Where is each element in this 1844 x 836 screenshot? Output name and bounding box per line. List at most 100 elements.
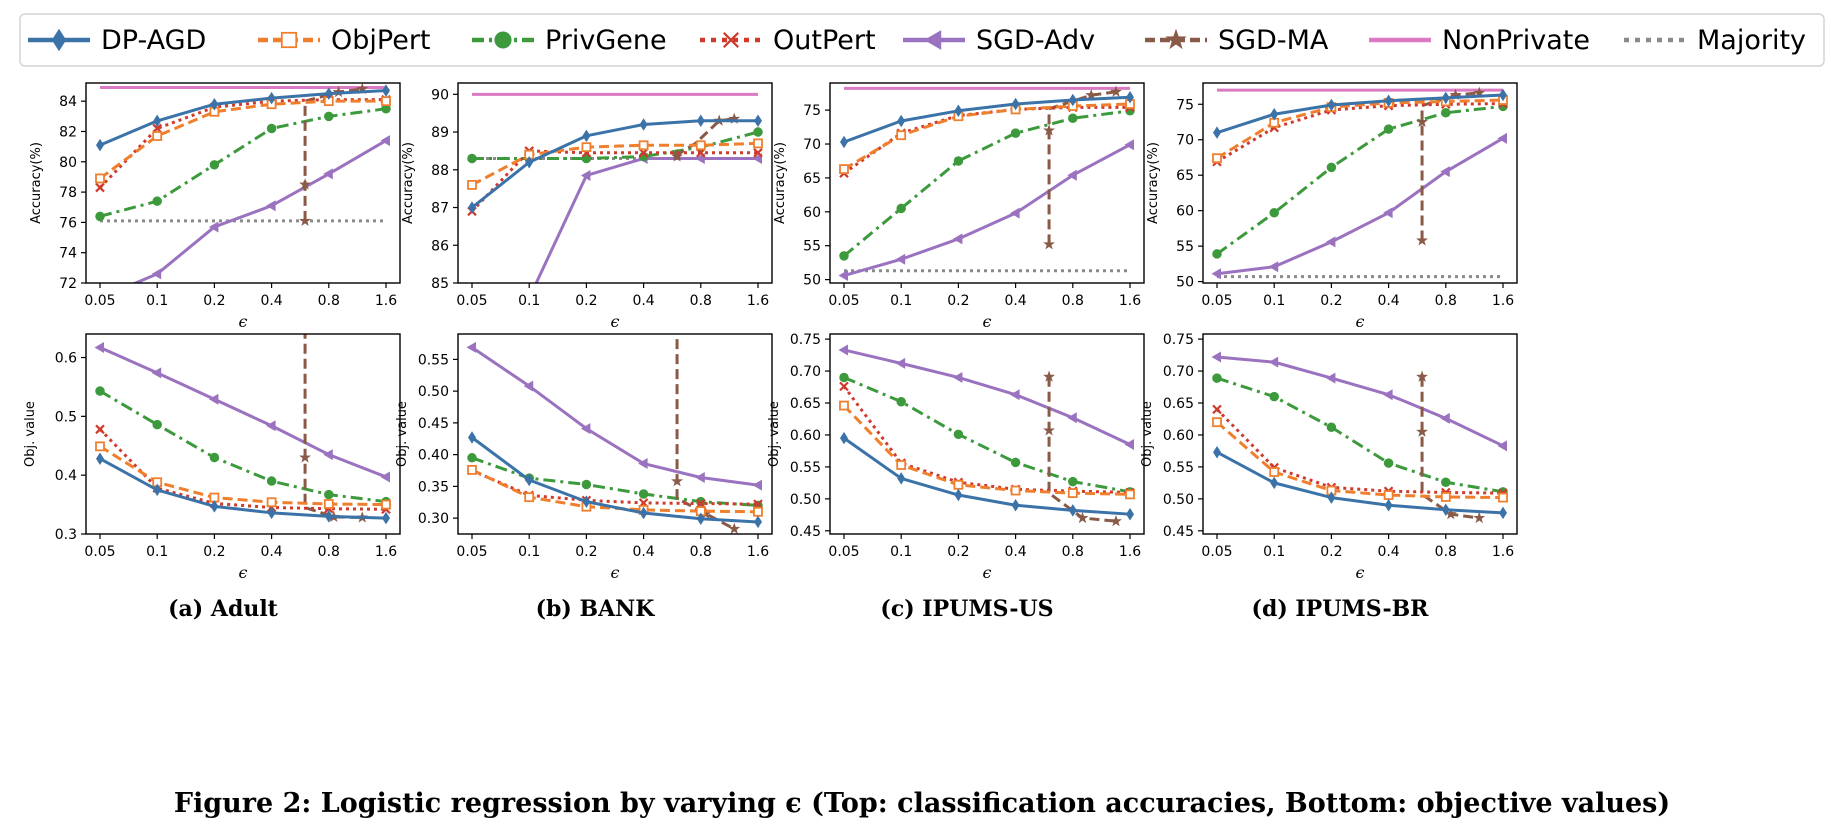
legend-item-sgd-ma: SGD-MA bbox=[1145, 25, 1329, 56]
data-point-objpert bbox=[152, 131, 163, 141]
data-point-dp-agd bbox=[96, 452, 104, 465]
series-line-objpert bbox=[471, 468, 759, 514]
series-line-sgd-ma bbox=[1047, 376, 1117, 523]
x-tick-label: 0.1 bbox=[518, 293, 540, 309]
series-objpert bbox=[1212, 95, 1508, 164]
series-sgd-adv bbox=[1211, 351, 1507, 452]
data-point-sgd-adv bbox=[638, 458, 648, 470]
y-tick-label: 55 bbox=[803, 239, 821, 255]
x-tick-label: 0.2 bbox=[203, 293, 225, 309]
chart-top-a-adult: 72 74 76 78 80 82 84 0.05 0.1 0.2 0.4 0.8 1.6 ϵ Accura… bbox=[29, 82, 401, 331]
data-point-outpert bbox=[753, 499, 763, 509]
y-tick-label: 0.5 bbox=[55, 409, 77, 425]
y-axis-label: Accuracy(%) bbox=[1146, 142, 1161, 224]
series-privgene bbox=[95, 104, 391, 222]
data-point-objpert bbox=[839, 164, 849, 175]
series-line-outpert bbox=[842, 385, 1131, 494]
data-point-sgd-ma bbox=[1076, 511, 1089, 524]
data-point-sgd-adv bbox=[466, 341, 476, 353]
data-point-privgene bbox=[324, 489, 334, 500]
plot-area bbox=[466, 334, 763, 534]
data-point-dp-agd bbox=[1213, 126, 1221, 139]
series-sgd-adv bbox=[838, 139, 1134, 282]
data-point-sgd-ma bbox=[1043, 124, 1055, 136]
data-point-privgene bbox=[839, 372, 849, 383]
data-point-privgene bbox=[581, 479, 592, 490]
x-tick-label: 0.4 bbox=[1377, 544, 1399, 560]
series-dp-agd bbox=[840, 90, 1134, 149]
data-point-dp-agd bbox=[468, 201, 476, 214]
data-point-objpert bbox=[839, 400, 849, 411]
series-line-dp-agd bbox=[1216, 93, 1504, 135]
series-line-outpert bbox=[98, 428, 387, 511]
y-axis-label: Accuracy(%) bbox=[401, 142, 416, 224]
subfigure-labels: (a) Adult (b) BANK (c) IPUMS-US (d) IPUMS-B… bbox=[168, 596, 1429, 622]
y-tick-label: 65 bbox=[1176, 168, 1194, 184]
data-point-sgd-adv bbox=[380, 471, 390, 483]
data-point-dp-agd bbox=[96, 138, 104, 152]
data-point-sgd-ma bbox=[332, 85, 345, 98]
subfigure-label-a-adult: (a) Adult bbox=[168, 596, 279, 622]
series-outpert bbox=[839, 381, 1135, 498]
y-tick-label: 0.60 bbox=[1163, 428, 1194, 444]
series-line-objpert bbox=[99, 445, 387, 507]
y-tick-label: 80 bbox=[59, 155, 77, 171]
series-line-privgene bbox=[843, 376, 1131, 494]
data-point-sgd-adv bbox=[952, 371, 963, 383]
data-point-dp-agd bbox=[382, 84, 390, 97]
data-point-sgd-ma bbox=[299, 292, 311, 303]
x-tick-label: 0.05 bbox=[456, 293, 487, 309]
series-line-outpert bbox=[98, 98, 386, 189]
series-sgd-adv bbox=[838, 344, 1134, 451]
x-tick-label: 0.2 bbox=[1320, 293, 1342, 309]
data-point-privgene bbox=[953, 156, 964, 166]
data-point-privgene bbox=[152, 196, 162, 206]
figure-caption: Figure 2: Logistic regression by varying… bbox=[174, 788, 1670, 819]
series-objpert bbox=[95, 441, 391, 510]
data-point-sgd-ma bbox=[728, 112, 741, 124]
y-tick-label: 86 bbox=[431, 238, 449, 254]
data-point-objpert bbox=[581, 142, 592, 153]
x-tick-label: 1.6 bbox=[375, 293, 397, 309]
data-point-sgd-adv bbox=[1497, 132, 1507, 144]
x-tick-label: 0.2 bbox=[203, 544, 225, 560]
data-point-sgd-ma bbox=[299, 178, 311, 190]
data-point-sgd-adv bbox=[1124, 139, 1134, 151]
series-line-dp-agd bbox=[471, 436, 759, 524]
data-point-dp-agd bbox=[897, 114, 906, 128]
series-privgene bbox=[1212, 373, 1508, 497]
data-point-objpert bbox=[1212, 417, 1222, 428]
series-line-outpert bbox=[470, 149, 758, 213]
data-point-outpert bbox=[839, 381, 849, 392]
legend-marker-privgene bbox=[494, 31, 512, 49]
series-line-sgd-ma bbox=[1420, 376, 1480, 520]
data-point-sgd-adv bbox=[1067, 412, 1077, 424]
series-line-outpert bbox=[471, 469, 759, 506]
legend-marker-sgd-ma bbox=[1165, 28, 1187, 50]
x-tick-label: 0.2 bbox=[947, 544, 969, 560]
y-tick-label: 60 bbox=[1176, 204, 1194, 220]
data-point-dp-agd bbox=[840, 135, 848, 149]
x-tick-label: 0.05 bbox=[84, 293, 115, 309]
legend-label-sgd-ma: SGD-MA bbox=[1218, 25, 1329, 56]
x-tick-label: 0.05 bbox=[1201, 544, 1232, 560]
x-tick-label: 0.1 bbox=[890, 293, 912, 309]
series-line-outpert bbox=[1216, 102, 1504, 164]
x-axis-label: ϵ bbox=[611, 312, 620, 331]
series-objpert bbox=[839, 400, 1135, 500]
y-tick-label: 70 bbox=[803, 137, 821, 153]
data-point-objpert bbox=[467, 464, 477, 475]
series-line-outpert bbox=[843, 105, 1130, 175]
data-point-objpert bbox=[266, 497, 277, 508]
series-line-sgd-adv bbox=[471, 346, 759, 487]
series-line-objpert bbox=[99, 99, 386, 180]
data-point-sgd-adv bbox=[580, 169, 591, 181]
data-point-dp-agd bbox=[153, 483, 162, 497]
data-point-objpert bbox=[753, 138, 763, 149]
plot-area bbox=[838, 85, 1135, 282]
data-point-sgd-adv bbox=[1124, 439, 1134, 451]
x-tick-label: 0.1 bbox=[518, 544, 540, 560]
legend-item-dp-agd: DP-AGD bbox=[28, 25, 206, 56]
data-point-privgene bbox=[95, 386, 105, 396]
x-tick-label: 0.8 bbox=[1062, 544, 1084, 560]
